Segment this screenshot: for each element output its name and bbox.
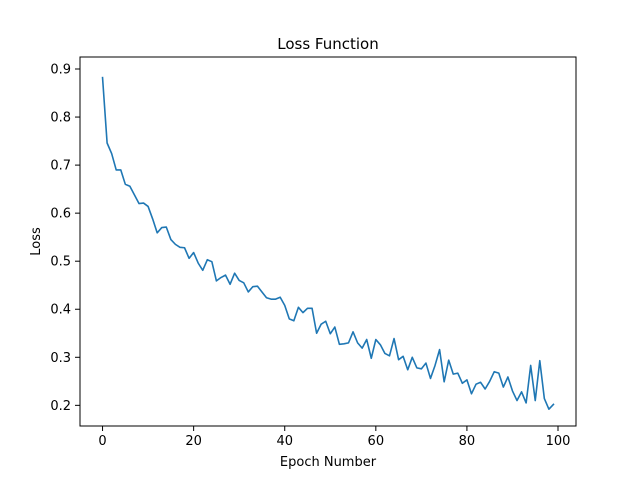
y-tick-label: 0.7 xyxy=(50,159,71,174)
plot-frame xyxy=(79,56,577,427)
y-axis-label: Loss xyxy=(29,227,44,256)
x-tick-label: 40 xyxy=(276,434,293,449)
x-tick-label: 80 xyxy=(459,434,476,449)
y-tick-label: 0.2 xyxy=(50,399,71,414)
y-tick-label: 0.8 xyxy=(50,111,71,126)
chart-title: Loss Function xyxy=(277,35,378,53)
x-axis-ticks: 0 20 40 60 80 100 xyxy=(98,426,570,449)
y-tick-label: 0.3 xyxy=(50,351,71,366)
y-axis-ticks: 0.2 0.3 0.4 0.5 0.6 0.7 0.8 0.9 xyxy=(50,63,80,414)
loss-series-line xyxy=(101,76,555,410)
y-tick-label: 0.5 xyxy=(50,255,71,270)
series-layer xyxy=(101,76,555,410)
y-tick-label: 0.4 xyxy=(50,303,71,318)
plot-area xyxy=(80,57,576,426)
x-axis-label: Epoch Number xyxy=(280,455,377,470)
y-tick-label: 0.6 xyxy=(50,207,71,222)
axes-frame xyxy=(79,56,577,427)
x-tick-label: 100 xyxy=(546,434,571,449)
x-tick-label: 20 xyxy=(185,434,202,449)
x-tick-label: 0 xyxy=(98,434,106,449)
x-tick-label: 60 xyxy=(368,434,385,449)
y-tick-label: 0.9 xyxy=(50,63,71,78)
